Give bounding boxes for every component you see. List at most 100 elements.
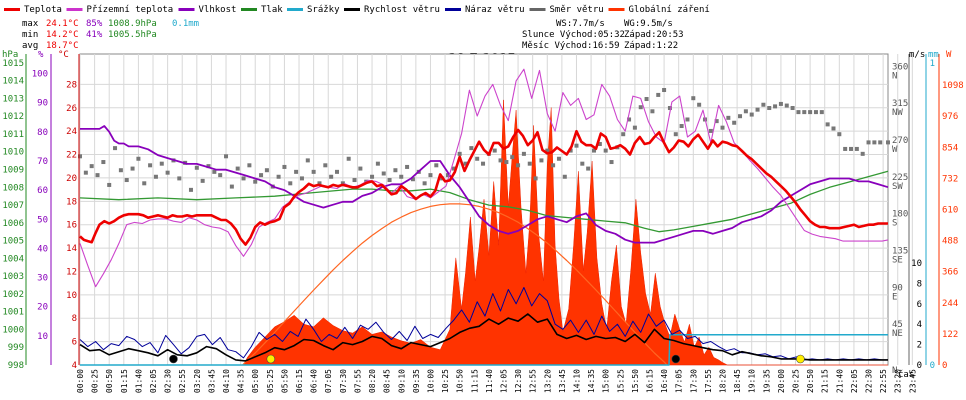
wind-direction-point: [886, 140, 890, 145]
legend-label: Směr větru: [550, 5, 604, 15]
legend-label: Globální záření: [629, 5, 710, 15]
wind-direction-point: [405, 164, 410, 169]
series-solar-theoretical: [242, 203, 668, 366]
wind-direction-point: [428, 173, 433, 178]
x-tick-label: 09:10: [397, 369, 406, 393]
legend-swatch: [608, 8, 625, 11]
wind-direction-point: [743, 109, 748, 114]
wind-direction-point: [463, 161, 468, 166]
plot-area: [78, 53, 913, 366]
x-tick-label: 08:45: [383, 369, 392, 393]
x-tick-label: 20:25: [792, 369, 801, 393]
wind-direction-point: [481, 161, 486, 166]
wind-gust-max: WG:9.5m/s: [624, 19, 673, 29]
dir-tick-label: W: [892, 145, 898, 155]
wind-direction-point: [504, 160, 509, 165]
pct-tick-label: 60: [37, 186, 48, 196]
x-tick-label: 23:45: [908, 369, 917, 393]
c-tick-label: 8: [72, 314, 77, 324]
x-tick-label: 04:35: [237, 369, 246, 393]
ms-tick-label: 0: [917, 361, 922, 371]
wind-direction-point: [218, 173, 223, 178]
hpa-tick-label: 1015: [2, 59, 24, 69]
x-tick-label: 14:35: [587, 369, 596, 393]
hpa-tick-label: 1005: [2, 237, 24, 247]
x-tick-label: 05:50: [280, 369, 289, 393]
legend-swatch: [66, 8, 83, 11]
wind-direction-point: [317, 181, 322, 186]
hpa-tick-label: 1007: [2, 201, 24, 211]
moon-set: Západ:1:22: [624, 41, 678, 51]
wind-direction-point: [101, 160, 106, 165]
wind-direction-point: [878, 140, 883, 145]
pct-tick-label: 70: [37, 157, 48, 167]
wind-direction-point: [113, 146, 118, 151]
x-tick-label: 17:05: [675, 369, 684, 393]
legend-swatch: [529, 8, 546, 11]
wind-direction-point: [679, 124, 684, 129]
wind-direction-point: [457, 151, 462, 156]
moon-times: Měsíc Východ:16:59: [522, 41, 620, 51]
wind-direction-point: [212, 169, 217, 174]
x-tick-label: 12:55: [529, 369, 538, 393]
legend-swatch: [241, 8, 257, 11]
wind-direction-point: [691, 96, 696, 101]
x-tick-label: 19:10: [748, 369, 757, 393]
wind-direction-point: [475, 156, 480, 161]
deg-tick-label: 90: [892, 283, 903, 293]
wind-direction-point: [720, 125, 725, 130]
x-tick-label: 15:00: [602, 369, 611, 393]
series-wind-speed: [79, 313, 888, 362]
wind-direction-point: [621, 132, 626, 137]
wind-direction-point: [95, 173, 100, 178]
x-tick-label: 12:05: [499, 369, 508, 393]
wind-direction-point: [381, 171, 386, 176]
pct-tick-label: 50: [37, 215, 48, 225]
x-tick-label: 07:05: [324, 369, 333, 393]
wind-direction-point: [200, 178, 205, 183]
x-tick-label: 20:00: [777, 369, 786, 393]
wind-direction-point: [808, 110, 813, 115]
x-tick-label: 01:40: [134, 369, 143, 393]
wind-direction-point: [510, 155, 515, 160]
deg-tick-label: 270: [892, 136, 908, 146]
wind-direction-point: [773, 104, 778, 109]
series-rain: [80, 334, 888, 366]
x-tick-label: 05:25: [266, 369, 275, 393]
wind-direction-point: [539, 158, 544, 163]
wind-direction-point: [188, 187, 193, 192]
wind-direction-point: [445, 173, 450, 178]
wind-direction-point: [253, 179, 258, 184]
wind-direction-point: [358, 166, 363, 171]
legend-swatch: [287, 8, 303, 11]
series-humidity: [80, 125, 889, 244]
wind-direction-point: [370, 174, 375, 179]
x-tick-label: 05:00: [251, 369, 260, 393]
x-tick-label: 22:30: [865, 369, 874, 393]
axes: hPa% °C9989991000100110021003100410051006…: [2, 50, 964, 393]
hpa-tick-label: 1009: [2, 166, 24, 176]
wind-direction-point: [288, 181, 293, 186]
wind-direction-point: [153, 174, 158, 179]
wind-direction-point: [562, 174, 567, 179]
max-rain: 0.1mm: [172, 19, 199, 29]
wind-direction-point: [177, 176, 182, 181]
wind-direction-point: [860, 151, 865, 156]
c-tick-label: 4: [72, 361, 77, 371]
mm-tick-label: 1: [930, 59, 935, 69]
hpa-tick-label: 1003: [2, 272, 24, 282]
c-tick-label: 28: [66, 80, 77, 90]
sun-set: Západ:20:53: [624, 30, 684, 40]
wind-direction-point: [825, 122, 830, 127]
c-tick-label: 16: [66, 221, 77, 231]
wind-direction-point: [755, 107, 760, 112]
wind-direction-point: [545, 148, 550, 153]
mm-tick-label: 0: [930, 361, 935, 371]
x-tick-label: 16:40: [660, 369, 669, 393]
wind-direction-point: [556, 156, 561, 161]
wind-direction-point: [393, 168, 398, 173]
w-tick-label: 244: [942, 299, 958, 309]
hpa-tick-label: 1002: [2, 290, 24, 300]
wind-direction-point: [854, 146, 859, 151]
wind-direction-point: [299, 176, 304, 181]
